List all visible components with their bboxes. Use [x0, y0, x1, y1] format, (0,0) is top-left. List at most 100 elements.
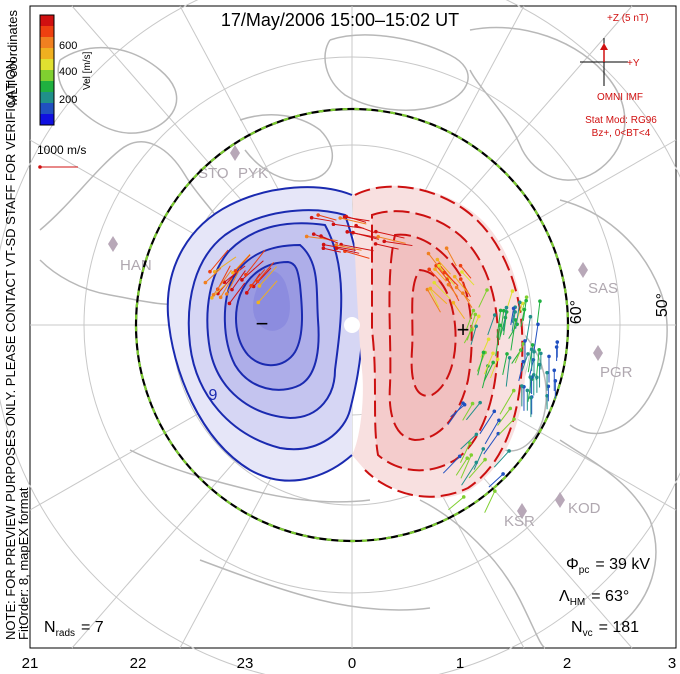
velocity-vector [355, 225, 375, 233]
velocity-vector [480, 339, 490, 358]
velocity-vector [323, 247, 341, 253]
velocity-vector-origin [211, 292, 216, 297]
velocity-vector [483, 353, 494, 375]
velocity-vector-origin [240, 278, 244, 282]
velocity-vector-origin [304, 234, 309, 239]
velocity-vector-origin [471, 308, 476, 313]
velocity-vector-origin [230, 287, 234, 292]
velocity-vector [429, 288, 440, 308]
velocity-vector [456, 287, 471, 302]
velocity-vector [448, 496, 465, 511]
velocity-vector [336, 244, 362, 251]
velocity-vector-origin [505, 352, 509, 356]
reference-vector: 1000 m/s [37, 143, 86, 169]
colorbar-swatch [40, 37, 54, 49]
colorbar-tick-400: 400 [59, 66, 77, 78]
contour-label: 9 [209, 387, 218, 404]
velocity-vector [444, 272, 459, 287]
potential-max-marker: + [457, 317, 470, 342]
velocity-vector [484, 490, 496, 513]
velocity-vector [460, 278, 471, 298]
velocity-vector [333, 223, 364, 229]
velocity-vector-origin [426, 251, 431, 256]
velocity-vector-origin [334, 243, 339, 247]
station-marker-kod [555, 492, 565, 508]
velocity-vector [502, 307, 507, 332]
velocity-vector [436, 259, 451, 275]
velocity-vector-origin [331, 222, 336, 227]
velocity-vector [483, 433, 499, 455]
velocity-vector-origin [446, 282, 451, 287]
velocity-vector-origin [233, 269, 238, 273]
velocity-vector [493, 450, 510, 468]
velocity-vector-origin [311, 232, 316, 236]
velocity-vector-origin [231, 270, 235, 275]
velocity-vector-origin [555, 340, 560, 344]
coordinate-system-label: MLT coordinates [5, 10, 20, 106]
velocity-vector [498, 418, 515, 435]
velocity-vector-origin [477, 314, 481, 319]
velocity-vector-origin [507, 449, 511, 453]
velocity-vector-origin [338, 216, 343, 220]
colorbar-swatch [40, 81, 54, 93]
imf-z-label: +Z (5 nT) [607, 13, 648, 24]
velocity-vector-origin [524, 298, 528, 303]
station-label-pyk: PYK [238, 165, 268, 182]
velocity-vector-origin [373, 242, 378, 246]
velocity-vector-origin [474, 324, 478, 329]
velocity-vector [318, 214, 337, 221]
velocity-vector [426, 289, 441, 313]
velocity-vector [511, 311, 516, 332]
velocity-vector-origin [257, 284, 262, 288]
station-markers [108, 145, 603, 519]
station-marker-sto [230, 145, 240, 161]
velocity-vector [510, 308, 515, 326]
velocity-vector-origin [462, 402, 467, 407]
velocity-vector [235, 254, 251, 272]
station-marker-sas [578, 262, 588, 278]
velocity-vector [428, 268, 442, 283]
velocity-vector [514, 343, 524, 364]
velocity-vector [229, 282, 246, 304]
positive-potential-cell [352, 185, 526, 499]
velocity-vector [520, 309, 525, 327]
velocity-vector [452, 302, 465, 320]
velocity-vector-origin [528, 314, 533, 319]
velocity-vector-origin [508, 406, 513, 411]
velocity-vector-origin [521, 341, 526, 346]
velocity-vector [323, 244, 356, 251]
imf-stat-mod: Stat Mod: RG96 [585, 115, 657, 126]
velocity-vector [375, 231, 405, 239]
velocity-vector-origin [354, 223, 358, 228]
coastlines [39, 26, 668, 649]
velocity-vector [465, 402, 481, 421]
velocity-vector-origin [309, 215, 314, 220]
velocity-vector-origin [493, 489, 497, 493]
velocity-vector [434, 268, 447, 282]
velocity-vector [241, 260, 264, 281]
velocity-vector-origin [552, 368, 557, 373]
velocity-vector-origin [491, 351, 495, 356]
velocity-vector-origin [433, 267, 437, 271]
velocity-vector-origin [529, 347, 534, 352]
velocity-vector-origin [461, 495, 466, 499]
colorbar-swatch [40, 114, 54, 126]
velocity-vector [455, 457, 468, 476]
velocity-vector [428, 253, 446, 275]
colorbar-tick-200: 200 [59, 94, 77, 106]
velocity-vector-origin [465, 456, 470, 461]
negative-potential-cell [166, 186, 364, 482]
velocity-vectors [203, 213, 560, 513]
velocity-vector-origin [244, 291, 249, 295]
velocity-vector-origin [501, 472, 505, 476]
station-label-pgr: PGR [600, 364, 633, 381]
velocity-vector [226, 267, 241, 295]
station-marker-pgr [593, 345, 603, 361]
velocity-vector-origin [432, 280, 436, 285]
velocity-vector [499, 390, 515, 415]
velocity-vector-origin [382, 239, 387, 244]
velocity-colorbar: 600 400 200 Vel [m/s] [39, 14, 93, 126]
velocity-vector-origin [520, 384, 524, 388]
velocity-vector [459, 442, 471, 463]
velocity-vector-origin [469, 327, 474, 332]
